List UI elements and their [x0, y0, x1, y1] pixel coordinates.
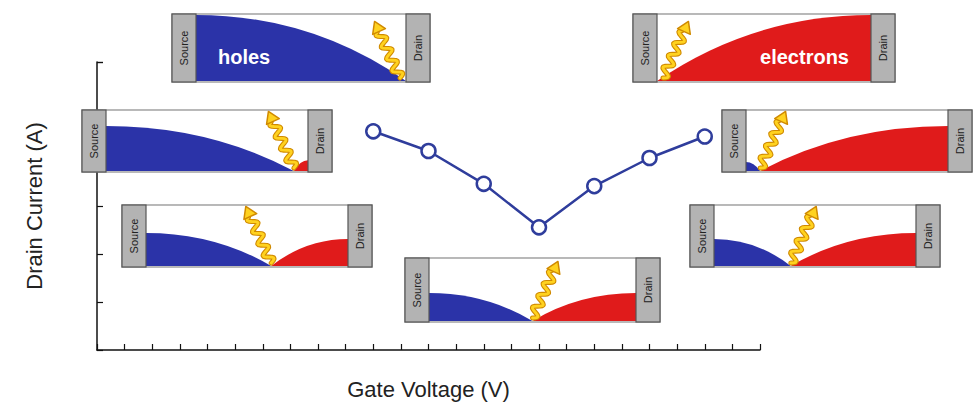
svg-text:Drain: Drain — [877, 35, 889, 61]
svg-text:electrons: electrons — [760, 46, 849, 68]
svg-text:Drain: Drain — [954, 128, 966, 154]
svg-text:Drain: Drain — [354, 223, 366, 249]
svg-text:Drain: Drain — [412, 35, 424, 61]
svg-text:Drain: Drain — [314, 128, 326, 154]
svg-text:Source: Source — [88, 124, 100, 159]
svg-text:Source: Source — [728, 124, 740, 159]
svg-text:Drain: Drain — [922, 223, 934, 249]
svg-text:Source: Source — [178, 31, 190, 66]
svg-text:Source: Source — [639, 31, 651, 66]
svg-text:holes: holes — [218, 46, 270, 68]
svg-text:Source: Source — [128, 219, 140, 254]
svg-text:Gate Voltage (V): Gate Voltage (V) — [347, 377, 510, 402]
svg-text:Source: Source — [696, 219, 708, 254]
svg-text:Drain: Drain — [642, 277, 654, 303]
svg-text:Source: Source — [411, 273, 423, 308]
svg-text:Drain Current (A): Drain Current (A) — [22, 122, 47, 289]
